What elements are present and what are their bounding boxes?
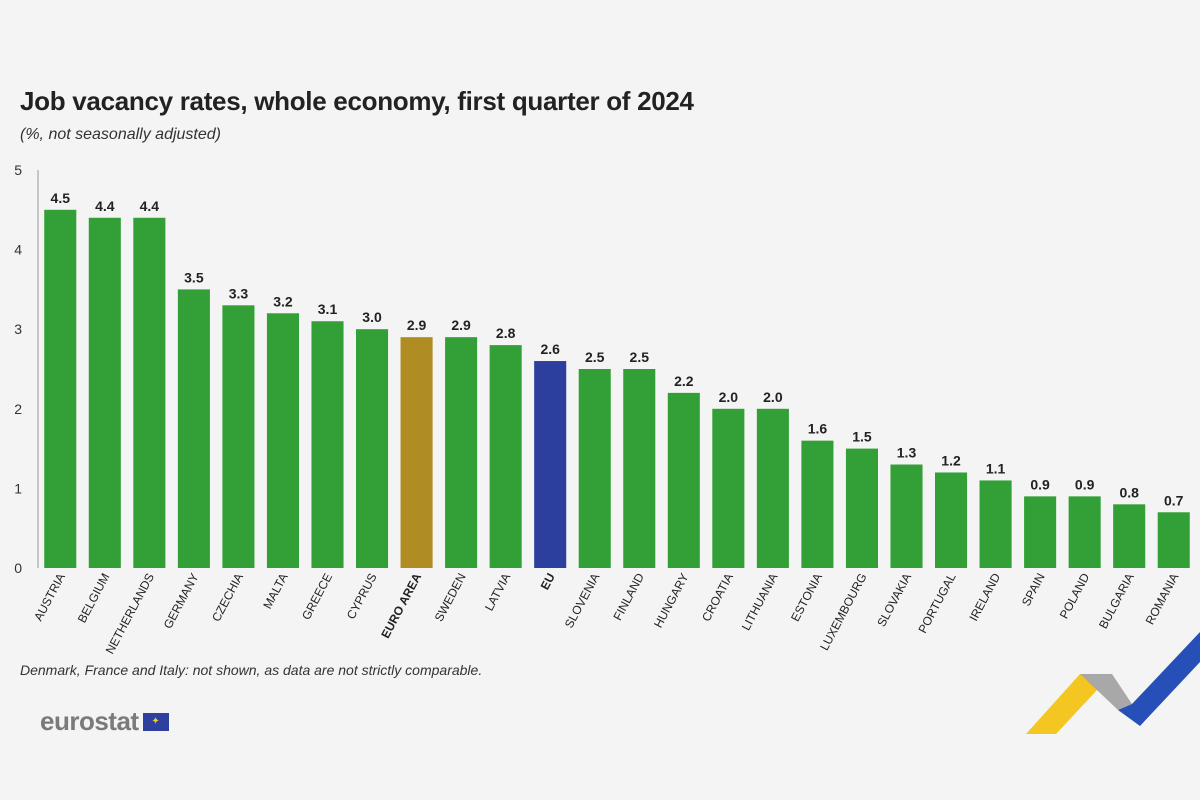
data-label: 4.4 [95,198,115,214]
data-label: 3.5 [184,269,204,285]
bar [756,408,789,568]
bar [712,408,745,568]
bar-chart: 0 1 2 3 4 5 4.5 AUSTRIA 4.4 BELGIUM 4.4 NETHERLANDS… [14,162,1190,656]
bar [801,440,834,568]
bar [133,217,166,568]
category-label: LUXEMBOURG [817,571,869,653]
decorative-ribbon-icon [1026,632,1200,734]
data-label: 1.1 [986,460,1006,476]
y-tick-label: 0 [14,560,22,576]
bar [1024,496,1057,568]
data-label: 1.6 [808,421,828,437]
bar [445,337,478,568]
category-label: BULGARIA [1096,571,1137,631]
data-label: 1.3 [897,445,917,461]
bar [222,305,255,568]
data-label: 2.8 [496,325,516,341]
data-label: 2.6 [540,341,560,357]
bar [266,313,299,568]
data-label: 2.2 [674,373,694,389]
category-label: IRELAND [966,571,1003,624]
y-tick-label: 2 [14,401,22,417]
chart-title: Job vacancy rates, whole economy, first … [20,86,694,116]
data-label: 2.0 [719,389,739,405]
bar [845,448,878,568]
category-label: PORTUGAL [915,571,958,636]
data-label: 3.2 [273,293,293,309]
category-label: AUSTRIA [31,571,68,623]
category-label: MALTA [260,571,290,611]
bar [623,369,656,568]
bar [1068,496,1101,568]
category-label: POLAND [1057,571,1093,621]
y-tick-label: 1 [14,480,22,496]
data-label: 3.0 [362,309,382,325]
bar [890,464,923,568]
ribbon-blue [1118,632,1200,726]
data-label: 0.8 [1119,484,1139,500]
category-label: EURO AREA [378,571,424,641]
category-label: LITHUANIA [739,571,781,633]
bar [177,289,210,568]
category-label: SPAIN [1019,571,1048,609]
category-label: HUNGARY [651,571,691,630]
bar [44,209,77,569]
footnote: Denmark, France and Italy: not shown, as… [20,662,483,678]
bar [979,480,1012,568]
y-tick-label: 5 [14,162,22,178]
bar [88,217,121,568]
data-label: 2.9 [451,317,471,333]
data-label: 4.5 [51,190,71,206]
category-label: SLOVAKIA [874,571,914,629]
y-tick-label: 4 [14,242,22,258]
bar [534,361,567,568]
data-label: 1.2 [941,452,961,468]
data-label: 2.5 [630,349,650,365]
category-label: ESTONIA [788,571,825,624]
category-label: LATVIA [482,571,513,613]
ribbon-grey [1080,674,1132,710]
data-label: 0.9 [1075,476,1095,492]
category-label: EU [538,571,558,592]
logo-text: eurostat [40,706,139,736]
bar [311,321,344,568]
y-tick-label: 3 [14,321,22,337]
bar [356,329,389,568]
data-label: 0.7 [1164,492,1184,508]
category-label: ROMANIA [1143,571,1182,627]
data-label: 4.4 [140,198,160,214]
category-label: SWEDEN [432,571,469,624]
bar [1157,512,1190,568]
category-label: GREECE [299,571,335,622]
data-label: 2.5 [585,349,605,365]
ribbon-yellow [1026,674,1112,734]
data-label: 2.0 [763,389,783,405]
bar [489,345,522,568]
bar [578,369,611,568]
category-label: CYPRUS [344,571,380,622]
category-label: GERMANY [161,571,202,631]
category-label: CZECHIA [209,571,246,624]
category-label: FINLAND [610,571,647,623]
bar [667,392,700,568]
eurostat-logo: eurostat ✦ [40,706,169,737]
data-label: 3.3 [229,285,249,301]
category-label: SLOVENIA [562,571,603,631]
eu-flag-icon: ✦ [142,712,169,731]
bar [1113,504,1146,568]
data-label: 3.1 [318,301,338,317]
category-label: NETHERLANDS [103,571,157,656]
bar [400,337,433,568]
data-label: 2.9 [407,317,427,333]
data-label: 1.5 [852,429,872,445]
category-label: CROATIA [699,571,736,624]
bar [935,472,968,568]
category-label: BELGIUM [75,571,113,625]
data-label: 0.9 [1030,476,1050,492]
chart-subtitle: (%, not seasonally adjusted) [20,126,221,143]
